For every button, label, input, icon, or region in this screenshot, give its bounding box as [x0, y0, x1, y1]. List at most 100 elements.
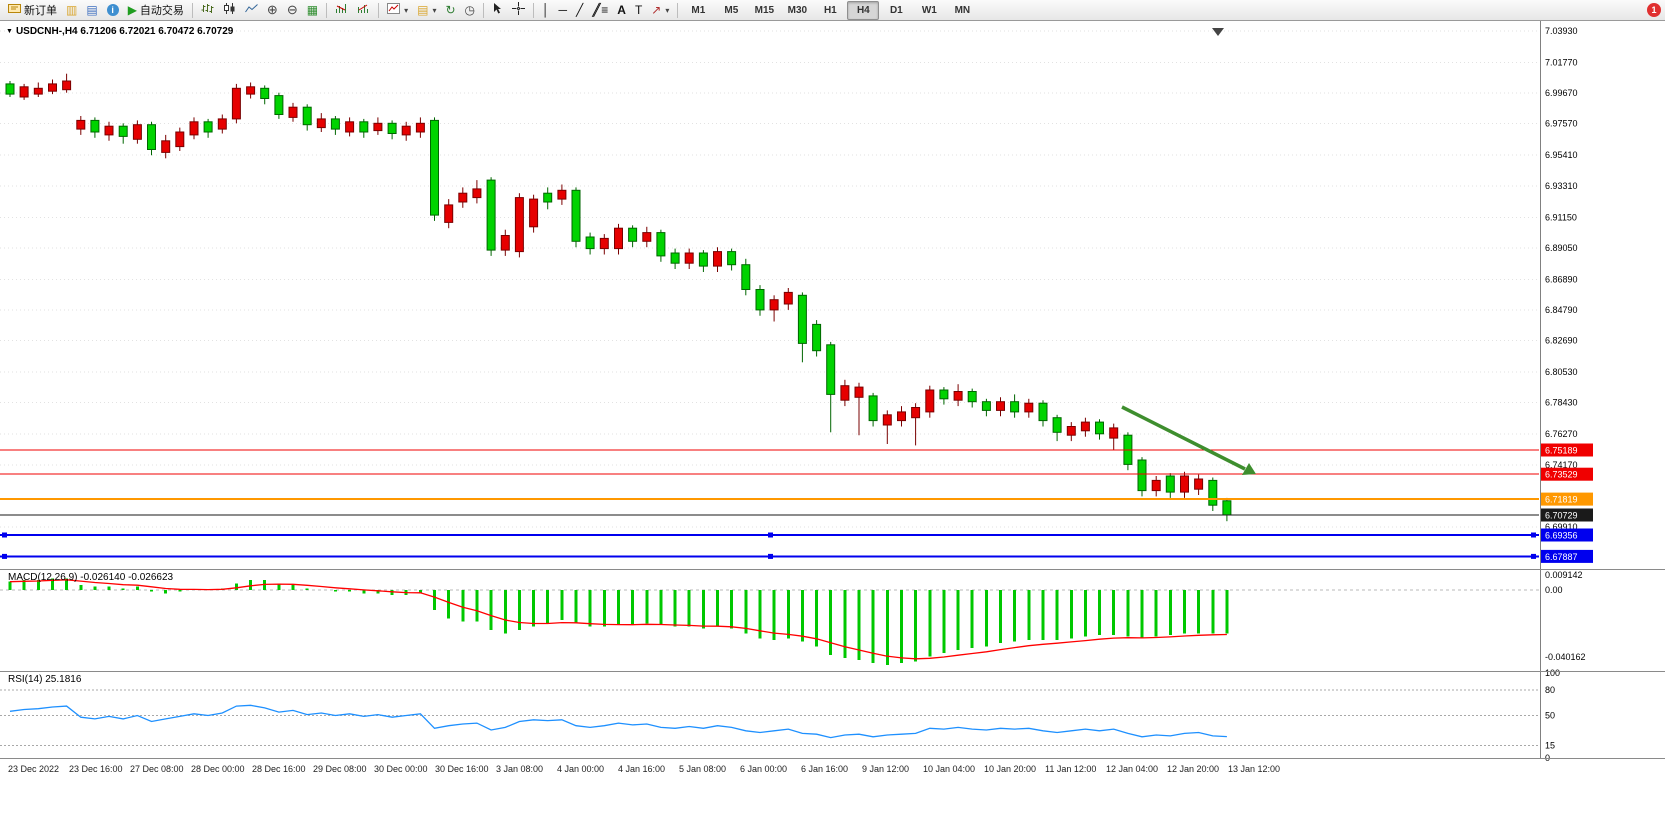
horizontal-price-lines[interactable]: [0, 449, 1539, 559]
svg-text:6.82690: 6.82690: [1545, 336, 1578, 346]
price-badge: [1541, 492, 1593, 506]
trendline-icon: ╱: [576, 3, 584, 17]
price-badge: [1541, 528, 1593, 542]
cursor-icon: [492, 2, 503, 18]
indicators-icon: [335, 3, 348, 17]
price-axis-labels: 7.03930 7.01770 6.99670 6.97570 6.95410 6.933…: [1545, 26, 1578, 532]
chart-canvas[interactable]: 7.03930 7.01770 6.99670 6.97570 6.95410 6.933…: [0, 21, 1665, 829]
candlestick-chart-button[interactable]: [219, 1, 240, 20]
timeframe-button-d1[interactable]: D1: [889, 4, 903, 16]
svg-text:5 Jan 08:00: 5 Jan 08:00: [679, 764, 726, 774]
timeframe-toolbar: M1 M5 M15 M30 H1 H4 D1 W1 MN: [682, 0, 978, 20]
svg-text:6.69910: 6.69910: [1545, 522, 1578, 532]
tile-windows-icon: ▦: [306, 3, 319, 17]
notification-badge[interactable]: 1: [1647, 3, 1661, 17]
fibonacci-button[interactable]: ≡: [597, 1, 612, 20]
svg-text:6.86890: 6.86890: [1545, 274, 1578, 284]
svg-text:30 Dec 00:00: 30 Dec 00:00: [374, 764, 428, 774]
autotrading-label: 自动交易: [139, 5, 184, 17]
bar-chart-button[interactable]: [197, 1, 218, 20]
candlestick-chart-icon: [223, 3, 236, 17]
arrow-object-icon: ↗: [651, 3, 662, 17]
chevron-down-icon: ▾: [432, 5, 437, 15]
clock-icon: ◷: [464, 3, 475, 17]
svg-text:6.69356: 6.69356: [1545, 531, 1578, 541]
toolbar-separator: [533, 2, 534, 18]
macd-panel: [0, 578, 1539, 665]
timeframe-button-m1[interactable]: M1: [691, 4, 706, 16]
timeframe-button-mn[interactable]: MN: [954, 4, 971, 16]
svg-text:0.009142: 0.009142: [1545, 570, 1583, 580]
crosshair-icon: [512, 2, 525, 18]
timeframe-button-h1[interactable]: H1: [823, 4, 837, 16]
svg-text:6.71819: 6.71819: [1545, 495, 1578, 505]
info-icon: i: [106, 4, 119, 16]
line-handle: [2, 532, 7, 538]
line-handle: [1531, 553, 1536, 559]
svg-text:6.91150: 6.91150: [1545, 212, 1577, 222]
refresh-button[interactable]: ↻: [441, 1, 459, 20]
arrows-button[interactable]: ↗ ▾: [647, 1, 673, 20]
channel-button[interactable]: ╱╱: [588, 1, 600, 20]
tile-windows-button[interactable]: ▦: [303, 1, 322, 20]
toolbar-separator: [378, 2, 380, 18]
chevron-down-icon: ▾: [404, 5, 409, 15]
zoom-out-icon: ⊖: [286, 2, 298, 17]
chart-profiles-button[interactable]: ▤ ▾: [413, 1, 440, 20]
rsi-panel: [0, 689, 1539, 746]
crosshair-button[interactable]: [508, 1, 529, 20]
chart-area: 7.03930 7.01770 6.99670 6.97570 6.95410 6.933…: [0, 21, 1665, 829]
svg-text:3 Jan 08:00: 3 Jan 08:00: [496, 764, 543, 774]
svg-text:13 Jan 12:00: 13 Jan 12:00: [1228, 764, 1280, 774]
vertical-line-button[interactable]: │: [538, 1, 554, 20]
toolbar-separator: [677, 2, 679, 18]
svg-text:-0.040162: -0.040162: [1545, 652, 1586, 662]
text-button[interactable]: A: [613, 1, 630, 20]
cursor-button[interactable]: [488, 1, 507, 20]
objects-list-button[interactable]: [353, 1, 374, 20]
candlesticks: [5, 73, 1232, 522]
timeframe-button-w1[interactable]: W1: [921, 4, 937, 16]
zoom-out-button[interactable]: ⊖: [283, 1, 302, 20]
horizontal-line-icon: ─: [558, 3, 568, 17]
new-chart-icon: [387, 3, 401, 17]
market-watch-button[interactable]: ▤: [82, 1, 101, 20]
timeframe-button-h4[interactable]: H4: [847, 0, 880, 20]
zoom-in-button[interactable]: ⊕: [263, 1, 282, 20]
text-label-button[interactable]: T: [631, 1, 646, 20]
svg-text:0.00: 0.00: [1545, 585, 1563, 595]
data-window-button[interactable]: i: [103, 1, 123, 20]
profiles-button[interactable]: ▥: [62, 1, 81, 20]
timeframe-button-m15[interactable]: M15: [754, 4, 775, 16]
panel-separators[interactable]: [0, 569, 1665, 759]
line-handle: [768, 532, 773, 538]
timeframe-button-m30[interactable]: M30: [787, 4, 808, 16]
macd-signal-line: [9, 579, 1227, 660]
trend-arrow[interactable]: [1121, 405, 1256, 475]
new-chart-button[interactable]: ▾: [383, 1, 412, 20]
svg-text:27 Dec 08:00: 27 Dec 08:00: [130, 764, 184, 774]
svg-text:6.67887: 6.67887: [1545, 552, 1578, 562]
autotrading-button[interactable]: ▶ 自动交易: [124, 1, 188, 20]
svg-text:50: 50: [1545, 711, 1555, 721]
line-chart-button[interactable]: [241, 1, 262, 20]
price-badges: 6.75189 6.73529 6.71819 6.70729 6.69356 6.678…: [1541, 443, 1593, 563]
rsi-indicator-label: RSI(14) 25.1816: [8, 674, 82, 685]
bar-chart-icon: [201, 3, 214, 17]
svg-text:28 Dec 00:00: 28 Dec 00:00: [191, 764, 245, 774]
vertical-line-icon: │: [542, 3, 550, 17]
indicators-button[interactable]: [331, 1, 352, 20]
trendline-button[interactable]: ╱: [572, 1, 587, 20]
horizontal-line-button[interactable]: ─: [555, 1, 572, 20]
svg-text:30 Dec 16:00: 30 Dec 16:00: [435, 764, 489, 774]
svg-text:80: 80: [1545, 685, 1555, 695]
toolbar-separator: [483, 2, 484, 18]
line-handle: [1531, 532, 1536, 538]
svg-text:10 Jan 20:00: 10 Jan 20:00: [984, 764, 1036, 774]
timeframe-button-m5[interactable]: M5: [724, 4, 739, 16]
clock-button[interactable]: ◷: [461, 1, 479, 20]
chart-shift-marker[interactable]: [1212, 28, 1224, 36]
new-order-button[interactable]: 新订单: [4, 1, 61, 20]
chart-title: ▼ USDCNH-,H4 6.71206 6.72021 6.70472 6.7…: [6, 26, 233, 37]
